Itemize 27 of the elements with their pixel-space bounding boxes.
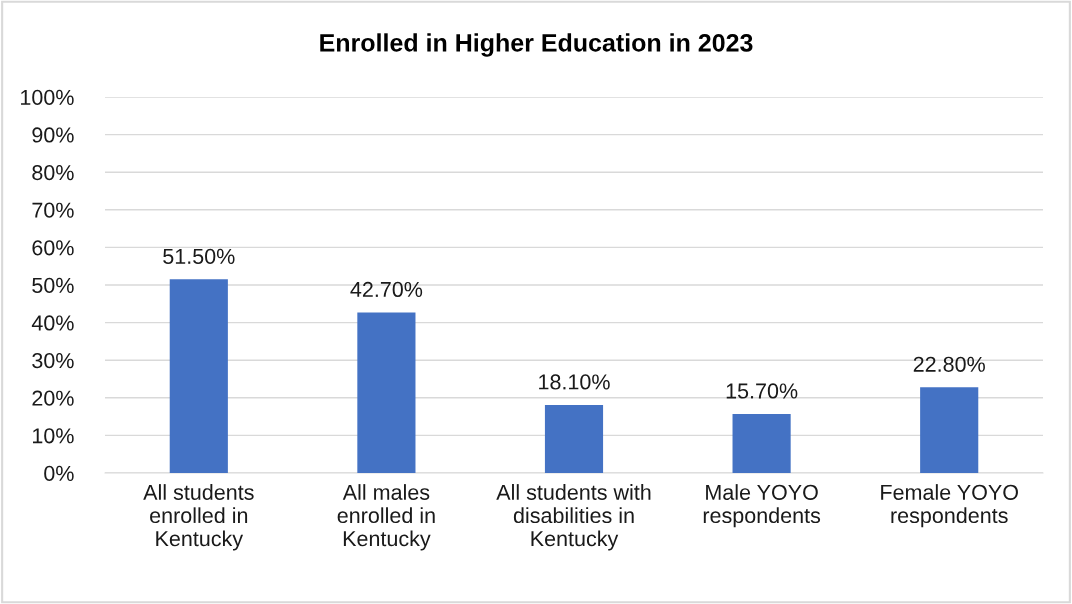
y-tick-label: 50%	[32, 277, 74, 294]
data-label: 42.70%	[350, 281, 423, 298]
x-tick-label: Female YOYO respondents	[881, 484, 1018, 528]
bar	[169, 279, 228, 473]
y-tick-label: 70%	[32, 202, 74, 218]
bar	[920, 387, 979, 473]
y-tick-label: 30%	[32, 352, 74, 369]
y-tick-label: 40%	[31, 315, 74, 331]
data-label: 22.80%	[913, 356, 985, 372]
bar	[544, 404, 604, 473]
data-label: 18.10%	[539, 374, 610, 390]
bar	[732, 413, 791, 473]
data-label: 51.50%	[163, 248, 235, 264]
y-tick-label: 10%	[33, 428, 74, 444]
x-tick-label: Male YOYO respondents	[703, 484, 821, 528]
y-tick-label: 80%	[32, 164, 74, 181]
data-label: 15.70%	[726, 383, 798, 399]
x-tick-label: All males enrolled in Kentucky	[337, 484, 435, 551]
chart-title: Enrolled in Higher Education in 2023	[320, 33, 753, 57]
y-tick-label: 90%	[32, 127, 74, 143]
x-tick-label: All students with disabilities in Kentucky	[496, 484, 651, 551]
y-tick-label: 20%	[32, 390, 74, 406]
x-tick-label: All students enrolled in Kentucky	[143, 484, 254, 551]
y-tick-label: 100%	[21, 89, 74, 106]
bar	[357, 312, 416, 473]
y-tick-label: 0%	[44, 465, 74, 482]
y-tick-label: 60%	[32, 240, 74, 256]
